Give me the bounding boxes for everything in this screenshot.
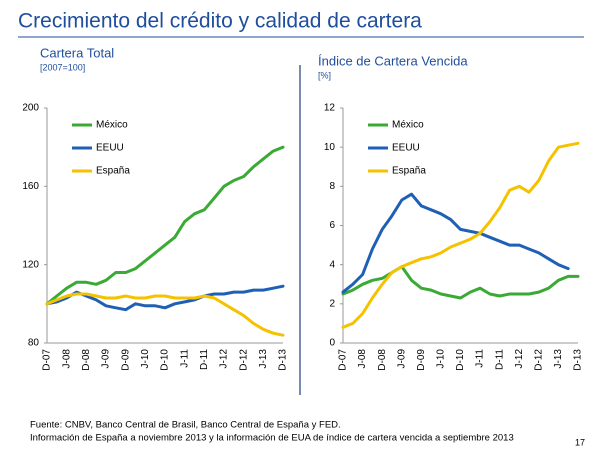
y-tick-label: 0 [329, 338, 335, 349]
x-tick-label: D-13 [278, 349, 289, 371]
x-tick-label: D-07 [42, 349, 53, 371]
y-tick-label: 200 [22, 103, 39, 114]
x-tick-label: J-12 [514, 349, 525, 369]
y-tick-label: 2 [329, 298, 335, 309]
x-tick-label: J-13 [258, 349, 269, 369]
chart-subtitle: [2007=100] [40, 62, 85, 72]
chart-subtitle: [%] [318, 70, 331, 80]
y-tick-label: 160 [22, 181, 39, 192]
y-tick-label: 80 [28, 338, 40, 349]
series-line [341, 141, 580, 329]
x-tick-label: D-12 [533, 349, 544, 371]
x-tick-label: J-10 [140, 349, 151, 369]
x-tick-label: D-10 [160, 349, 171, 371]
y-tick-label: 12 [324, 103, 336, 114]
x-tick-label: D-11 [494, 349, 505, 370]
legend-label: España [96, 166, 130, 177]
x-tick-label: J-12 [219, 349, 230, 369]
series-line [341, 265, 580, 300]
x-tick-label: D-08 [81, 349, 92, 371]
legend-label: México [392, 120, 424, 131]
y-tick-label: 6 [329, 220, 335, 231]
x-tick-label: D-13 [573, 349, 584, 371]
footnote: Información de España a noviembre 2013 y… [30, 433, 514, 444]
y-tick-label: 8 [329, 181, 335, 192]
legend-label: EEUU [96, 143, 124, 154]
series-line [45, 292, 285, 337]
x-tick-label: D-12 [238, 349, 249, 371]
legend-label: EEUU [392, 143, 420, 154]
legend-label: España [392, 166, 426, 177]
x-tick-label: J-09 [101, 349, 112, 369]
x-tick-label: D-10 [455, 349, 466, 371]
y-tick-label: 10 [324, 142, 336, 153]
x-tick-label: J-08 [357, 349, 368, 369]
x-tick-label: D-08 [377, 349, 388, 371]
series-line [341, 192, 570, 294]
slide-title: Crecimiento del crédito y calidad de car… [18, 10, 422, 33]
y-tick-label: 4 [329, 259, 335, 270]
legend-label: México [96, 120, 128, 131]
series-line [45, 284, 285, 312]
page-number: 17 [575, 437, 585, 447]
x-tick-label: J-11 [475, 349, 486, 368]
x-tick-label: J-09 [396, 349, 407, 369]
x-tick-label: D-11 [199, 349, 210, 370]
x-tick-label: J-10 [436, 349, 447, 369]
x-tick-label: J-11 [179, 349, 190, 368]
series-line [45, 145, 285, 306]
x-tick-label: D-09 [120, 349, 131, 371]
x-tick-label: J-13 [553, 349, 564, 369]
chart-title: Índice de Cartera Vencida [318, 53, 468, 68]
y-tick-label: 120 [22, 259, 39, 270]
x-tick-label: D-07 [338, 349, 349, 371]
chart-title: Cartera Total [40, 45, 114, 60]
footnote: Fuente: CNBV, Banco Central de Brasil, B… [30, 420, 341, 431]
x-tick-label: J-08 [61, 349, 72, 369]
x-tick-label: D-09 [416, 349, 427, 371]
